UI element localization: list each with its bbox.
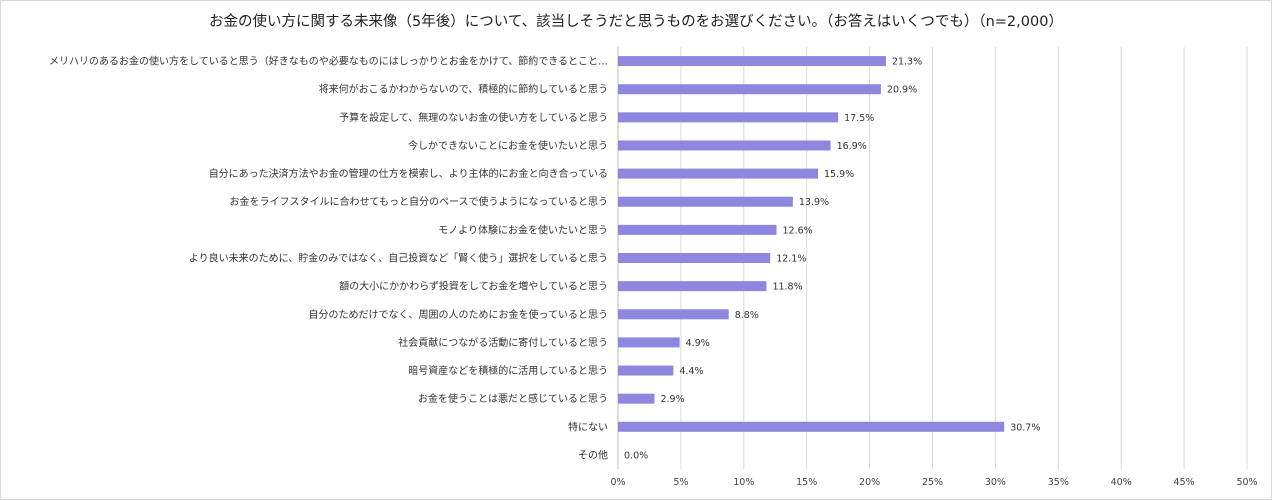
bar (618, 253, 771, 263)
category-label: お金をライフスタイルに合わせてもっと自分のペースで使うようになっていると思う (230, 195, 609, 208)
category-label: 将来何がおこるかわからないので、積極的に節約していると思う (319, 83, 608, 96)
value-label: 4.9% (686, 338, 710, 349)
value-label: 30.7% (1010, 422, 1040, 433)
x-tick-label: 50% (1236, 477, 1257, 488)
x-tick-label: 10% (733, 477, 754, 488)
category-label: 社会貢献につながる活動に寄付していると思う (398, 336, 608, 349)
x-tick-label: 5% (673, 477, 688, 488)
category-label: モノより体験にお金を使いたいと思う (438, 223, 608, 236)
x-tick-label: 45% (1174, 477, 1195, 488)
bar (618, 196, 793, 207)
value-label: 12.1% (776, 254, 806, 265)
value-label: 8.8% (735, 310, 759, 321)
category-label: 額の大小にかかわらず投資をしてお金を増やしていると思う (339, 280, 608, 293)
value-label: 0.0% (624, 450, 648, 461)
x-tick-label: 15% (796, 477, 817, 488)
bar (618, 309, 729, 320)
value-label: 15.9% (824, 169, 854, 180)
category-label: メリハリのあるお金の使い方をしていると思う（好きなものや必要なものにはしっかりと… (49, 55, 608, 68)
value-label: 4.4% (679, 366, 703, 377)
bar (618, 393, 655, 404)
category-label: 暗号資産などを積極的に活用していると思う (408, 364, 608, 377)
bar (618, 421, 1005, 432)
category-label: 自分のためだけでなく、周囲の人のためにお金を使っていると思う (309, 308, 609, 321)
x-tick-label: 25% (922, 477, 943, 488)
x-axis-ticks: 0% 5% 10% 15% 20% 25% 30% 35% 40% 45% 50% (610, 477, 1257, 488)
x-tick-label: 20% (859, 477, 880, 488)
category-labels: メリハリのあるお金の使い方をしていると思う（好きなものや必要なものにはしっかりと… (49, 55, 608, 462)
category-label: 今しかできないことにお金を使いたいと思う (408, 139, 608, 152)
chart-title: お金の使い方に関する未来像（5年後）について、該当しそうだと思うものをお選びくだ… (209, 13, 1063, 30)
value-label: 21.3% (892, 57, 922, 68)
category-label: その他 (578, 448, 608, 461)
bar (618, 168, 819, 179)
value-label: 13.9% (799, 197, 829, 208)
category-label: 予算を設定して、無理のないお金の使い方をしていると思う (339, 111, 608, 124)
bar (618, 337, 680, 348)
bar (618, 56, 886, 67)
value-label: 17.5% (844, 113, 874, 124)
category-label: お金を使うことは悪だと感じていると思う (418, 392, 608, 405)
value-label: 12.6% (783, 225, 813, 236)
bar (618, 112, 839, 123)
bars: 21.3% 20.9% 17.5% 16.9% 15.9% 13.9% 12.6% 12.1%… (618, 56, 1040, 461)
x-tick-label: 0% (610, 477, 625, 488)
x-tick-label: 35% (1048, 477, 1069, 488)
value-label: 2.9% (660, 394, 684, 405)
bar (618, 84, 881, 95)
x-tick-label: 30% (985, 477, 1006, 488)
bar (618, 140, 831, 151)
value-label: 20.9% (887, 85, 917, 96)
value-label: 16.9% (837, 141, 867, 152)
value-label: 11.8% (772, 282, 802, 293)
bar (618, 365, 674, 376)
bar (618, 224, 777, 235)
bar (618, 281, 767, 292)
category-label: 自分にあった決済方法やお金の管理の仕方を模索し、より主体的にお金と向き合っている (209, 167, 608, 180)
category-label: より良い未来のために、貯金のみではなく、自己投資など「賢く使う」選択をしていると… (189, 252, 608, 265)
x-tick-label: 40% (1111, 477, 1132, 488)
category-label: 特にない (568, 421, 608, 433)
